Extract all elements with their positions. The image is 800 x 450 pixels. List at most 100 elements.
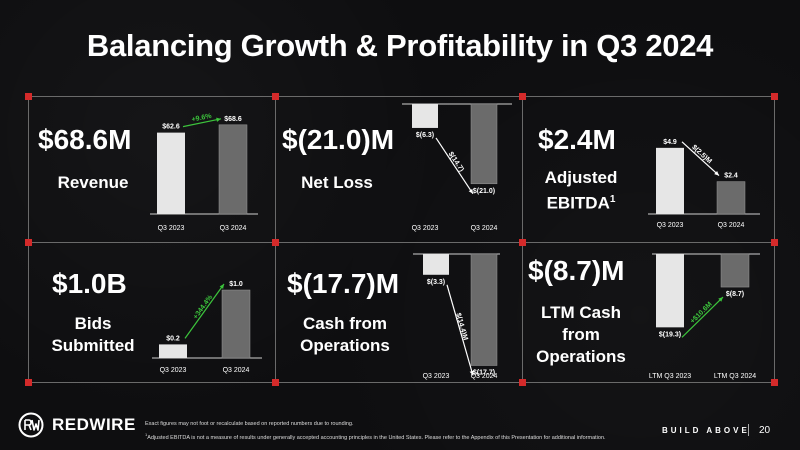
tagline: BUILD ABOVE (662, 426, 750, 435)
chart-bar (470, 103, 498, 185)
corner-marker (771, 379, 778, 386)
bids-submitted-label: Bids Submitted (38, 313, 148, 357)
category-label: Q3 2023 (423, 373, 450, 380)
redwire-logo-icon (18, 412, 44, 438)
corner-marker (519, 239, 526, 246)
change-arrow-head (469, 370, 474, 376)
category-label: Q3 2024 (471, 373, 498, 380)
net-loss-headline: $(21.0)M (282, 124, 395, 155)
net-loss-label-line: Net Loss (301, 173, 373, 192)
grid-line-top (28, 96, 774, 97)
category-label: Q3 2023 (412, 225, 439, 232)
bar-value-label: $(17.7) (473, 370, 495, 377)
category-label: Q3 2024 (718, 222, 745, 229)
ebitda-footnote: 1Adjusted EBITDA is not a measure of res… (145, 432, 606, 441)
chart-bar (470, 253, 498, 366)
logo-text: REDWIRE (52, 415, 136, 434)
slide-title: Balancing Growth & Profitability in Q3 2… (86, 28, 714, 63)
revenue-label: Revenue (38, 172, 148, 194)
bids-submitted-label-line: Bids (74, 314, 112, 333)
bar-value-label: $2.4 (724, 173, 738, 180)
page-number: 20 (759, 425, 771, 436)
corner-marker (272, 239, 279, 246)
net-loss-label: Net Loss (282, 172, 392, 194)
corner-marker (25, 379, 32, 386)
bar-value-label: $0.2 (166, 335, 180, 342)
adjusted-ebitda-label-line: EBITDA1 (522, 189, 640, 215)
corner-marker (25, 93, 32, 100)
corner-marker (519, 93, 526, 100)
bar-value-label: $1.0 (229, 281, 243, 288)
change-arrow-head (219, 284, 224, 289)
cash-from-operations-label-line: Cash from (302, 314, 388, 333)
footer-brand: REDWIRE (18, 412, 136, 438)
change-arrow-line (681, 296, 724, 338)
category-label: Q3 2023 (657, 222, 684, 229)
grid-line-middle (28, 242, 774, 243)
chart-bar (656, 147, 684, 214)
change-arrow-line (184, 283, 225, 339)
bar-value-label: $(6.3) (416, 132, 434, 139)
ltm-cash-from-operations-label-line: from (562, 325, 600, 344)
adjusted-ebitda-label: Adjusted EBITDA1 (522, 167, 640, 215)
change-arrow-head (216, 117, 221, 122)
change-label: +9.6% (191, 113, 213, 124)
chart-bar (221, 289, 251, 359)
adjusted-ebitda-label-line: Adjusted (544, 168, 618, 187)
ltm-cash-from-operations-label-line: LTM Cash (541, 303, 621, 322)
bar-value-label: $62.6 (162, 124, 180, 131)
revenue-label-line: Revenue (57, 173, 129, 192)
chart-bar (218, 124, 248, 215)
cash-from-operations-label-line: Operations (300, 336, 390, 355)
grid-line-bottom (28, 382, 774, 383)
ltm-cash-from-operations-headline: $(8.7)M (528, 255, 625, 286)
cash-from-operations-label: Cash from Operations (290, 313, 400, 357)
corner-marker (771, 93, 778, 100)
bar-value-label: $(21.0) (473, 188, 495, 195)
adjusted-ebitda-headline: $2.4M (538, 124, 616, 155)
revenue-headline: $68.6M (38, 124, 132, 155)
footnote-marker: 1 (609, 194, 616, 205)
footer-divider (748, 424, 749, 436)
footnote-marker: 1 (145, 432, 148, 437)
change-arrow-line (681, 141, 720, 177)
chart-bar (159, 344, 187, 358)
change-arrow-head (468, 188, 473, 194)
chart-bar (656, 254, 684, 328)
corner-marker (771, 239, 778, 246)
ebitda-footnote-text: Adjusted EBITDA is not a measure of resu… (147, 434, 606, 441)
change-arrow-line (182, 118, 222, 128)
category-label: Q3 2023 (160, 367, 187, 374)
chart-bar (157, 132, 185, 214)
rounding-note: Exact figures may not foot or recalculat… (145, 421, 354, 427)
bar-value-label: $(3.3) (427, 279, 445, 286)
corner-marker (272, 93, 279, 100)
chart-bar (716, 181, 746, 215)
chart-bar (423, 254, 449, 275)
chart-bar (412, 104, 438, 128)
category-label: Q3 2024 (220, 225, 247, 232)
chart-bar (720, 253, 750, 288)
category-label: Q3 2024 (223, 367, 250, 374)
change-arrow-line (435, 137, 474, 195)
bids-submitted-headline: $1.0B (52, 268, 127, 299)
bids-submitted-label-line: Submitted (51, 336, 135, 355)
category-label: Q3 2024 (471, 225, 498, 232)
change-arrow-head (714, 170, 719, 176)
corner-marker (272, 379, 279, 386)
ltm-cash-from-operations-label-line: Operations (536, 347, 626, 366)
bar-value-label: $(8.7) (726, 291, 744, 298)
ltm-cash-from-operations-label: LTM Cash from Operations (522, 302, 640, 368)
change-arrow-line (446, 284, 474, 376)
category-label: LTM Q3 2024 (714, 373, 756, 380)
adjusted-ebitda-label-text: EBITDA (546, 193, 610, 213)
change-arrow-head (718, 297, 723, 302)
bar-value-label: $(19.3) (659, 331, 681, 338)
bar-value-label: $4.9 (663, 139, 677, 146)
